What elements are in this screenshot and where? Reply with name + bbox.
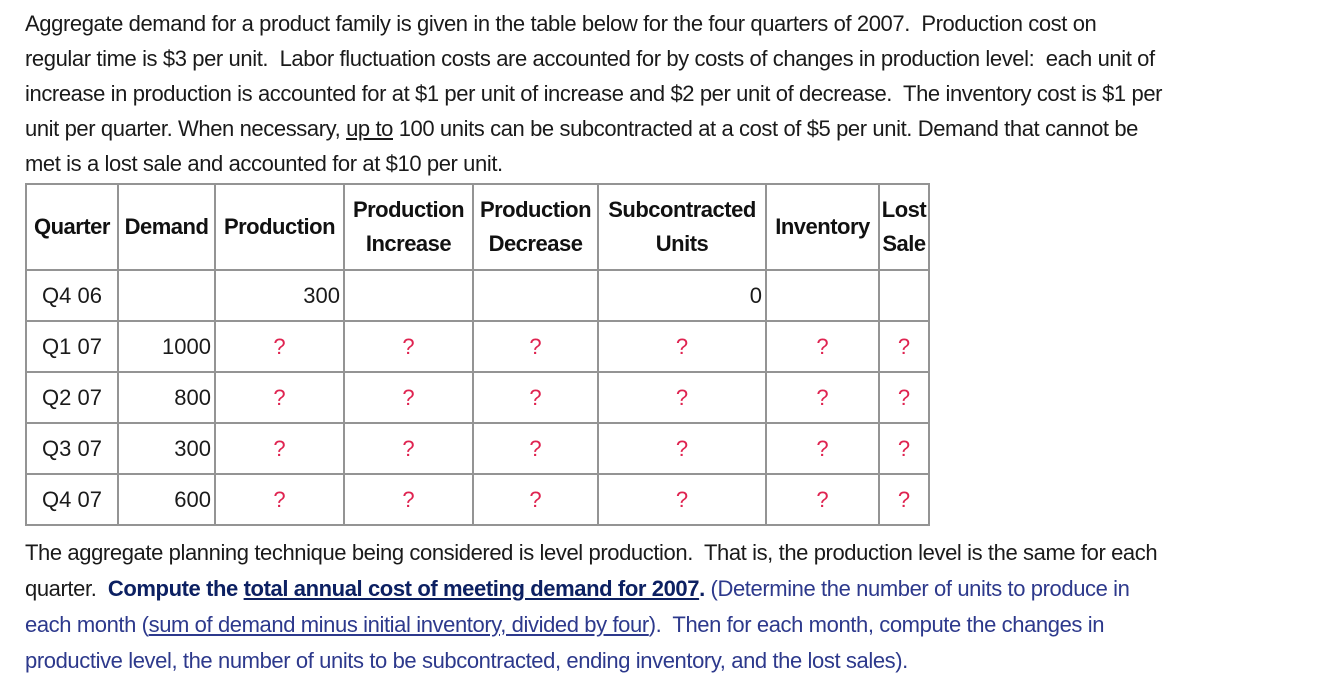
text-segment: 100 units can be subcontracted at a cost… <box>393 116 1139 141</box>
cell-demand: 1000 <box>117 320 216 373</box>
unknown-value-cell: ? <box>214 473 345 526</box>
unknown-value-cell: ? <box>472 320 599 373</box>
cell-inventory <box>765 269 880 322</box>
cell-quarter: Q4 06 <box>25 269 119 322</box>
unknown-value-cell: ? <box>878 473 930 526</box>
header-cell-demand: Demand <box>117 183 216 271</box>
header-row: Quarter Demand Production Production Increa… <box>25 183 930 271</box>
header-cell-production: Production <box>214 183 345 271</box>
unknown-value-cell: ? <box>472 473 599 526</box>
unknown-value-cell: ? <box>214 371 345 424</box>
unknown-value-cell: ? <box>765 371 880 424</box>
unknown-value-cell: ? <box>878 422 930 475</box>
cell-production-decrease <box>472 269 599 322</box>
text-line: Aggregate demand for a product family is… <box>25 6 1315 41</box>
text-segment: met is a lost sale and accounted for at … <box>25 151 503 176</box>
header-cell-quarter: Quarter <box>25 183 119 271</box>
unknown-value-cell: ? <box>597 422 767 475</box>
cell-subcontracted-units: 0 <box>597 269 767 322</box>
text-segment: Aggregate demand for a product family is… <box>25 11 1097 36</box>
text-segment: ). Then for each month, compute the chan… <box>648 612 1105 637</box>
problem-statement: Aggregate demand for a product family is… <box>25 6 1315 181</box>
cell-quarter: Q4 07 <box>25 473 119 526</box>
cell-production-increase <box>343 269 474 322</box>
unknown-value-cell: ? <box>343 371 474 424</box>
header-cell-production-decrease: Production Decrease <box>472 183 599 271</box>
table-row-q1-07: Q1 07 1000?????? <box>25 320 930 373</box>
header-cell-inventory: Inventory <box>765 183 880 271</box>
unknown-value-cell: ? <box>765 422 880 475</box>
unknown-value-cell: ? <box>597 320 767 373</box>
unknown-value-cell: ? <box>597 371 767 424</box>
text-line: met is a lost sale and accounted for at … <box>25 146 1315 181</box>
unknown-value-cell: ? <box>214 320 345 373</box>
text-segment: up to <box>346 116 393 141</box>
aggregate-demand-table: Quarter Demand Production Production Increa… <box>25 183 930 526</box>
cell-demand: 600 <box>117 473 216 526</box>
text-segment: The aggregate planning technique being c… <box>25 540 1158 565</box>
unknown-value-cell: ? <box>597 473 767 526</box>
text-segment: increase in production is accounted for … <box>25 81 1163 106</box>
text-line: each month (sum of demand minus initial … <box>25 607 1315 643</box>
unknown-value-cell: ? <box>472 371 599 424</box>
header-cell-lost-sale: Lost Sale <box>878 183 930 271</box>
text-segment: quarter. <box>25 576 108 601</box>
header-cell-subcontracted-units: Subcontracted Units <box>597 183 767 271</box>
text-segment: productive level, the number of units to… <box>25 648 908 673</box>
table-row-q3-07: Q3 07 300?????? <box>25 422 930 475</box>
table-row-q4-07: Q4 07 600?????? <box>25 473 930 526</box>
header-cell-production-increase: Production Increase <box>343 183 474 271</box>
unknown-value-cell: ? <box>343 473 474 526</box>
cell-lost-sale <box>878 269 930 322</box>
table-row-q2-07: Q2 07 800?????? <box>25 371 930 424</box>
unknown-value-cell: ? <box>343 320 474 373</box>
unknown-value-cell: ? <box>343 422 474 475</box>
unknown-value-cell: ? <box>765 320 880 373</box>
unknown-value-cell: ? <box>214 422 345 475</box>
text-segment: . <box>699 576 705 601</box>
cell-quarter: Q3 07 <box>25 422 119 475</box>
cell-demand <box>117 269 216 322</box>
unknown-value-cell: ? <box>878 371 930 424</box>
cell-quarter: Q1 07 <box>25 320 119 373</box>
unknown-value-cell: ? <box>765 473 880 526</box>
text-line: increase in production is accounted for … <box>25 76 1315 111</box>
text-segment: sum of demand minus initial inventory, d… <box>148 612 650 637</box>
text-line: The aggregate planning technique being c… <box>25 535 1315 571</box>
text-segment: (Determine the number of units to produc… <box>704 576 1130 601</box>
text-segment: each month ( <box>25 612 149 637</box>
cell-production: 300 <box>214 269 345 322</box>
text-segment: unit per quarter. When necessary, <box>25 116 347 141</box>
table-row-q4-06: Q4 06 300 0 <box>25 269 930 322</box>
text-line: regular time is $3 per unit. Labor fluct… <box>25 41 1315 76</box>
text-line: productive level, the number of units to… <box>25 643 1315 679</box>
question-statement: The aggregate planning technique being c… <box>25 535 1315 679</box>
text-line: unit per quarter. When necessary, up to … <box>25 111 1315 146</box>
cell-demand: 300 <box>117 422 216 475</box>
unknown-value-cell: ? <box>472 422 599 475</box>
text-segment: Compute the <box>107 576 244 601</box>
cell-demand: 800 <box>117 371 216 424</box>
cell-quarter: Q2 07 <box>25 371 119 424</box>
text-segment: regular time is $3 per unit. Labor fluct… <box>25 46 1155 71</box>
unknown-value-cell: ? <box>878 320 930 373</box>
text-segment: total annual cost of meeting demand for … <box>243 576 700 601</box>
text-line: quarter. Compute the total annual cost o… <box>25 571 1315 607</box>
